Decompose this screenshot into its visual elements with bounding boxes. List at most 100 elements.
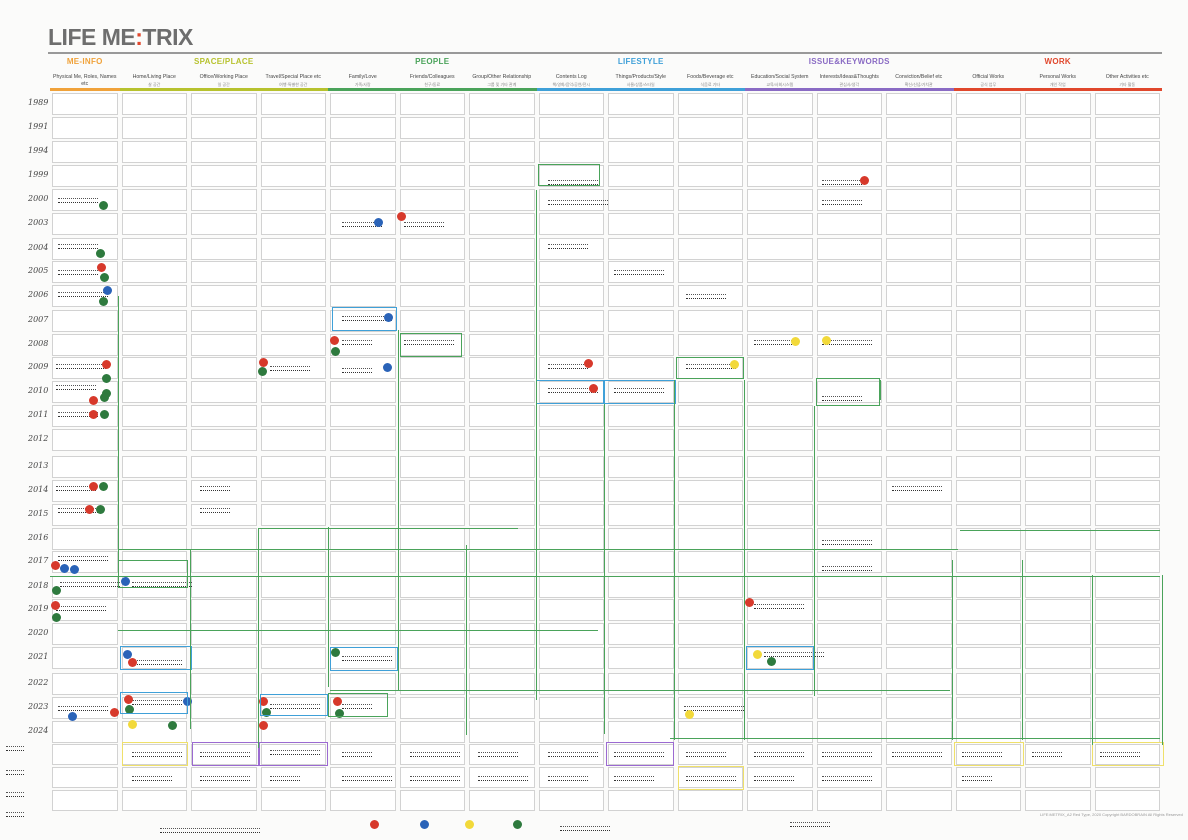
matrix-cell[interactable]	[52, 238, 118, 260]
matrix-cell[interactable]	[52, 334, 118, 356]
matrix-cell[interactable]	[399, 261, 465, 283]
matrix-cell[interactable]	[330, 117, 396, 139]
matrix-cell[interactable]	[330, 456, 396, 478]
matrix-cell[interactable]	[538, 576, 604, 598]
matrix-cell[interactable]	[747, 576, 813, 598]
matrix-cell[interactable]	[886, 238, 952, 260]
matrix-cell[interactable]	[260, 141, 326, 163]
matrix-cell[interactable]	[330, 623, 396, 645]
matrix-cell[interactable]	[121, 213, 187, 235]
matrix-cell[interactable]	[1094, 647, 1160, 669]
matrix-cell[interactable]	[191, 721, 257, 743]
matrix-cell[interactable]	[886, 381, 952, 403]
matrix-cell[interactable]	[677, 528, 743, 550]
matrix-cell[interactable]	[52, 310, 118, 332]
matrix-cell[interactable]	[260, 285, 326, 307]
matrix-cell[interactable]	[538, 429, 604, 451]
matrix-cell[interactable]	[886, 261, 952, 283]
matrix-cell[interactable]	[955, 334, 1021, 356]
summary-cell[interactable]	[747, 744, 813, 765]
matrix-cell[interactable]	[608, 117, 674, 139]
summary-cell[interactable]	[747, 767, 813, 788]
summary-cell[interactable]	[469, 744, 535, 765]
matrix-cell[interactable]	[191, 117, 257, 139]
matrix-cell[interactable]	[816, 456, 882, 478]
matrix-cell[interactable]	[121, 429, 187, 451]
matrix-cell[interactable]	[1025, 721, 1091, 743]
matrix-cell[interactable]	[886, 599, 952, 621]
matrix-cell[interactable]	[747, 334, 813, 356]
matrix-cell[interactable]	[538, 647, 604, 669]
matrix-cell[interactable]	[677, 429, 743, 451]
matrix-cell[interactable]	[886, 528, 952, 550]
matrix-cell[interactable]	[399, 480, 465, 502]
matrix-cell[interactable]	[52, 721, 118, 743]
summary-cell[interactable]	[469, 790, 535, 811]
matrix-cell[interactable]	[816, 213, 882, 235]
matrix-cell[interactable]	[1025, 117, 1091, 139]
matrix-cell[interactable]	[608, 189, 674, 211]
matrix-cell[interactable]	[747, 528, 813, 550]
matrix-cell[interactable]	[1025, 599, 1091, 621]
matrix-cell[interactable]	[469, 213, 535, 235]
matrix-cell[interactable]	[886, 456, 952, 478]
matrix-cell[interactable]	[538, 141, 604, 163]
matrix-cell[interactable]	[330, 93, 396, 115]
summary-cell[interactable]	[260, 790, 326, 811]
matrix-cell[interactable]	[608, 165, 674, 187]
matrix-cell[interactable]	[260, 165, 326, 187]
matrix-cell[interactable]	[747, 117, 813, 139]
matrix-cell[interactable]	[677, 721, 743, 743]
matrix-cell[interactable]	[191, 623, 257, 645]
matrix-cell[interactable]	[52, 117, 118, 139]
matrix-cell[interactable]	[191, 238, 257, 260]
matrix-cell[interactable]	[330, 141, 396, 163]
matrix-cell[interactable]	[677, 165, 743, 187]
matrix-cell[interactable]	[816, 93, 882, 115]
matrix-cell[interactable]	[747, 381, 813, 403]
matrix-cell[interactable]	[608, 480, 674, 502]
matrix-cell[interactable]	[52, 647, 118, 669]
matrix-cell[interactable]	[608, 141, 674, 163]
matrix-cell[interactable]	[260, 213, 326, 235]
matrix-cell[interactable]	[121, 141, 187, 163]
matrix-cell[interactable]	[886, 189, 952, 211]
summary-cell[interactable]	[469, 767, 535, 788]
matrix-cell[interactable]	[955, 238, 1021, 260]
matrix-cell[interactable]	[469, 673, 535, 695]
matrix-cell[interactable]	[886, 117, 952, 139]
matrix-cell[interactable]	[260, 261, 326, 283]
matrix-cell[interactable]	[469, 165, 535, 187]
matrix-cell[interactable]	[1025, 357, 1091, 379]
matrix-cell[interactable]	[608, 310, 674, 332]
summary-cell[interactable]	[955, 744, 1021, 765]
matrix-cell[interactable]	[608, 429, 674, 451]
matrix-cell[interactable]	[121, 528, 187, 550]
matrix-cell[interactable]	[469, 576, 535, 598]
matrix-cell[interactable]	[955, 261, 1021, 283]
matrix-cell[interactable]	[677, 673, 743, 695]
matrix-cell[interactable]	[955, 357, 1021, 379]
matrix-cell[interactable]	[538, 310, 604, 332]
matrix-cell[interactable]	[260, 334, 326, 356]
matrix-cell[interactable]	[121, 381, 187, 403]
matrix-cell[interactable]	[330, 576, 396, 598]
matrix-cell[interactable]	[816, 504, 882, 526]
matrix-cell[interactable]	[1094, 504, 1160, 526]
matrix-cell[interactable]	[886, 165, 952, 187]
matrix-cell[interactable]	[608, 405, 674, 427]
matrix-cell[interactable]	[1025, 623, 1091, 645]
matrix-cell[interactable]	[677, 261, 743, 283]
matrix-cell[interactable]	[469, 697, 535, 719]
matrix-cell[interactable]	[608, 697, 674, 719]
matrix-cell[interactable]	[886, 357, 952, 379]
matrix-cell[interactable]	[538, 213, 604, 235]
matrix-cell[interactable]	[1094, 238, 1160, 260]
matrix-cell[interactable]	[1025, 261, 1091, 283]
matrix-cell[interactable]	[1025, 697, 1091, 719]
matrix-cell[interactable]	[191, 551, 257, 573]
matrix-cell[interactable]	[1094, 261, 1160, 283]
matrix-cell[interactable]	[191, 405, 257, 427]
matrix-cell[interactable]	[330, 189, 396, 211]
matrix-cell[interactable]	[260, 93, 326, 115]
